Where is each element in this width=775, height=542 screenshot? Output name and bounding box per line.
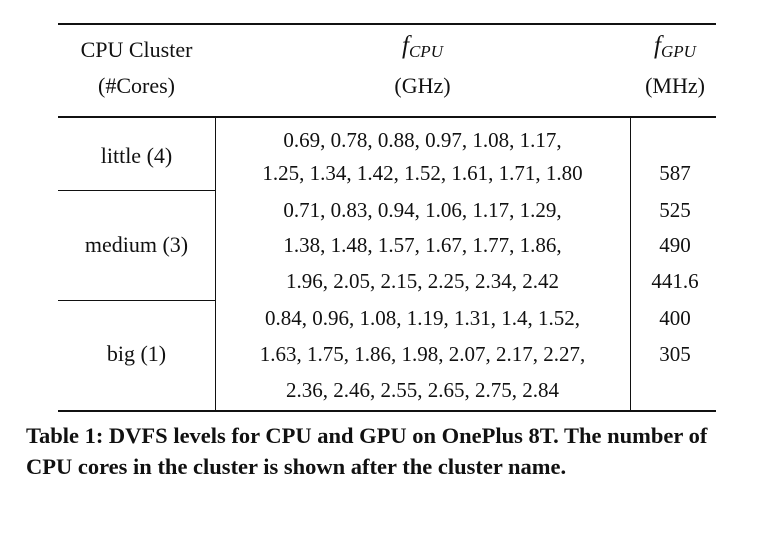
header-fcpu: fCPU	[215, 32, 630, 66]
cluster-name-medium: medium (3)	[84, 232, 189, 257]
table-bottom-rule	[58, 410, 716, 412]
cluster-divider-1	[58, 190, 215, 191]
table-caption: Table 1: DVFS levels for CPU and GPU on …	[26, 423, 708, 479]
table-top-rule	[58, 23, 716, 25]
cluster-name-big: big (1)	[106, 341, 167, 366]
gpu-level-3: 490	[659, 233, 691, 257]
gpu-level-4: 441.6	[651, 269, 699, 293]
freq-line-medium-2: 1.38, 1.48, 1.57, 1.67, 1.77, 1.86,	[283, 233, 562, 257]
freq-line-big-2: 1.63, 1.75, 1.86, 1.98, 2.07, 2.17, 2.27…	[259, 342, 586, 366]
gpu-level-5: 400	[659, 306, 691, 330]
gpu-level-2: 525	[659, 198, 691, 222]
freq-line-medium-3: 1.96, 2.05, 2.15, 2.25, 2.34, 2.42	[286, 269, 559, 293]
cluster-name-little: little (4)	[100, 143, 173, 168]
freq-line-little-2: 1.25, 1.34, 1.42, 1.52, 1.61, 1.71, 1.80	[262, 161, 583, 185]
table-header-rule	[58, 116, 716, 118]
header-fgpu: fGPU	[630, 32, 720, 66]
fgpu-subscript: GPU	[661, 42, 696, 61]
freq-line-medium-1: 0.71, 0.83, 0.94, 1.06, 1.17, 1.29,	[283, 198, 562, 222]
freq-line-little-1: 0.69, 0.78, 0.88, 0.97, 1.08, 1.17,	[283, 128, 562, 152]
column-divider-right	[630, 117, 631, 410]
header-cpu-cluster: CPU Cluster	[80, 37, 193, 62]
column-divider-left	[215, 117, 216, 410]
header-fgpu-unit: (MHz)	[645, 73, 705, 98]
freq-line-big-3: 2.36, 2.46, 2.55, 2.65, 2.75, 2.84	[286, 378, 559, 402]
gpu-level-1: 587	[659, 161, 691, 185]
header-cores: (#Cores)	[98, 73, 175, 98]
cluster-divider-2	[58, 300, 215, 301]
fgpu-symbol: f	[654, 32, 661, 59]
freq-line-big-1: 0.84, 0.96, 1.08, 1.19, 1.31, 1.4, 1.52,	[265, 306, 580, 330]
fcpu-symbol: f	[402, 32, 409, 59]
fcpu-subscript: CPU	[408, 42, 443, 61]
gpu-level-6: 305	[659, 342, 691, 366]
header-fcpu-unit: (GHz)	[394, 73, 451, 98]
